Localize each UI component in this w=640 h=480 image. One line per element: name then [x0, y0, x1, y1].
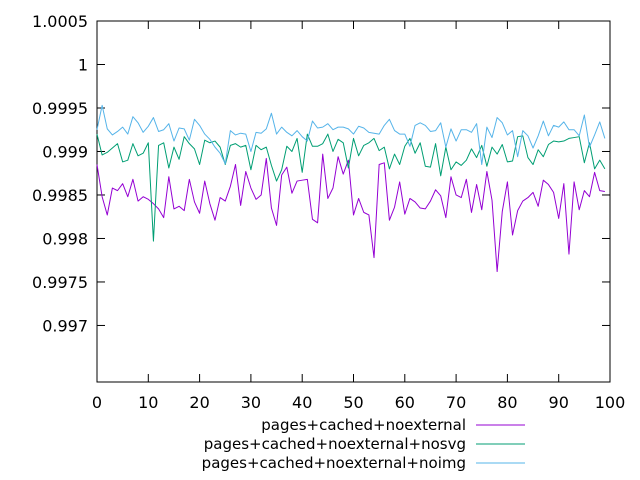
- x-tick-label: 100: [595, 393, 626, 412]
- series-line-2: [96, 133, 606, 242]
- y-tick-label: 0.9985: [32, 186, 88, 205]
- x-tick-label: 80: [497, 393, 517, 412]
- x-tick-label: 70: [446, 393, 466, 412]
- series-layer: [96, 104, 606, 273]
- y-tick-label: 0.9975: [32, 273, 88, 292]
- legend-label-1: pages+cached+noexternal: [261, 416, 466, 434]
- x-tick-label: 30: [241, 393, 261, 412]
- x-tick-label: 10: [138, 393, 158, 412]
- legend: pages+cached+noexternalpages+cached+noex…: [202, 416, 525, 472]
- x-tick-label: 60: [395, 393, 415, 412]
- y-tick-label: 0.998: [42, 229, 88, 248]
- x-axis: 0 10 20 30 40 50 60 70 80 90 100: [92, 21, 625, 412]
- y-tick-label: 1.0005: [32, 12, 88, 31]
- y-tick-label: 0.997: [42, 316, 88, 335]
- plot-border: [96, 20, 611, 383]
- legend-label-2: pages+cached+noexternal+nosvg: [204, 435, 466, 453]
- x-tick-label: 0: [92, 393, 102, 412]
- x-tick-label: 90: [549, 393, 569, 412]
- series-line-3: [96, 104, 606, 166]
- y-tick-label: 0.999: [42, 142, 88, 161]
- y-tick-label: 1: [78, 55, 88, 74]
- legend-label-3: pages+cached+noexternal+noimg: [202, 454, 466, 472]
- x-tick-label: 50: [343, 393, 363, 412]
- x-tick-label: 20: [189, 393, 209, 412]
- series-line-1: [96, 153, 605, 273]
- x-tick-label: 40: [292, 393, 312, 412]
- y-axis: 0.997 0.9975 0.998 0.9985 0.999 0.9995 1 1.0005: [32, 12, 610, 335]
- y-tick-label: 0.9995: [32, 99, 88, 118]
- plot-frame: [96, 20, 611, 383]
